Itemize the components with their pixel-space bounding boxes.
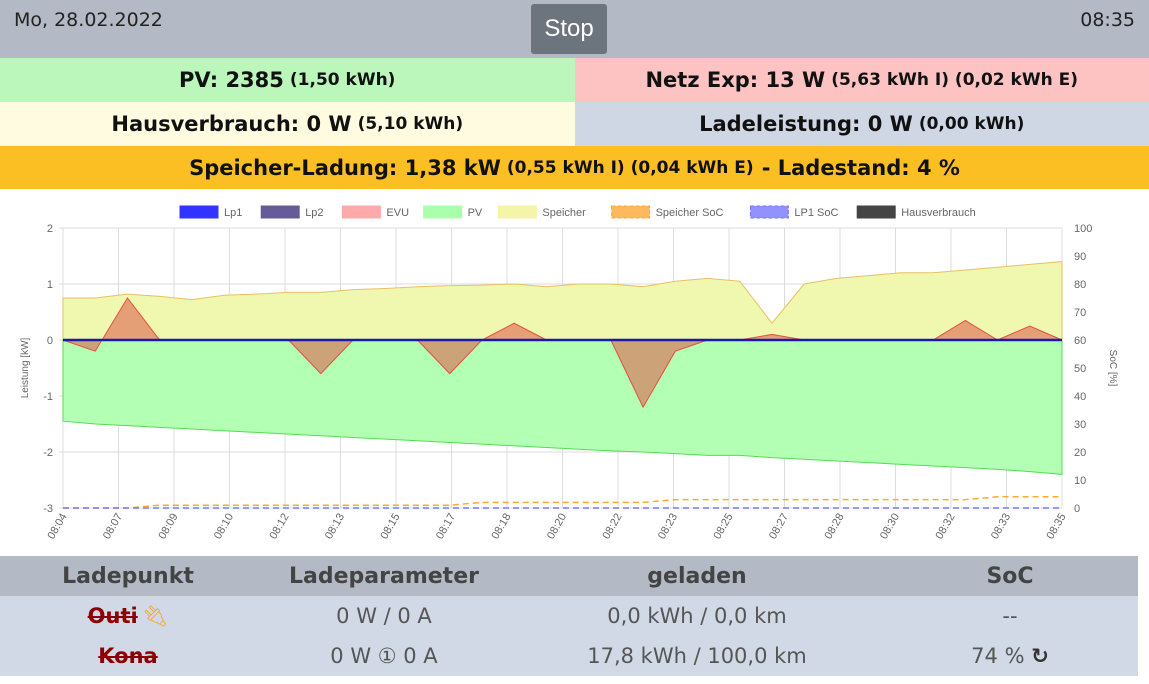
y2-tick-label: 0 <box>1074 503 1080 515</box>
y-tick-label: -2 <box>43 447 53 459</box>
soc-value: -- <box>1002 604 1018 628</box>
stop-button[interactable]: Stop <box>531 4 607 54</box>
power-chart: Lp1 Lp2 EVU PV Speicher Speicher SoC LP1 SoC Ha… <box>20 205 1118 542</box>
y2-tick-label: 80 <box>1074 279 1086 291</box>
y2-tick-label: 30 <box>1074 419 1086 431</box>
y2-tick-label: 40 <box>1074 391 1086 403</box>
charge-params[interactable]: 0 W ① 0 A <box>330 644 438 668</box>
y2-tick-label: 10 <box>1074 475 1086 487</box>
table-row: Outi 🔌︎ 0 W / 0 A 0,0 kWh / 0,0 km -- <box>0 596 1138 636</box>
header-bar: Mo, 28.02.2022 Stop 08:35 <box>0 0 1149 58</box>
netz-energy: (5,63 kWh I) (0,02 kWh E) <box>831 70 1079 90</box>
table-row: Kona 0 W ① 0 A 17,8 kWh / 100,0 km 74 % … <box>0 636 1138 676</box>
legend-swatch-lp1 <box>179 205 219 219</box>
haus-energy: (5,10 kWh) <box>357 114 464 134</box>
legend-swatch-lp1-soc <box>749 205 789 219</box>
legend-swatch-lp2 <box>260 205 300 219</box>
refresh-icon[interactable]: ↻ <box>1031 644 1049 668</box>
x-tick-label: 08:33 <box>989 512 1013 542</box>
y-axis-label: Leistung [kW] <box>20 337 31 398</box>
legend-label: PV <box>468 207 483 219</box>
soc-value: 74 % <box>971 644 1025 668</box>
y2-tick-label: 60 <box>1074 335 1086 347</box>
y2-tick-label: 90 <box>1074 251 1086 263</box>
x-tick-label: 08:12 <box>267 512 291 542</box>
charged-energy: 17,8 kWh / 100,0 km <box>587 644 807 668</box>
legend-swatch-pv <box>423 205 463 219</box>
lade-value: Ladeleistung: 0 W <box>699 112 913 136</box>
y2-tick-label: 70 <box>1074 307 1086 319</box>
legend-label: Hausverbrauch <box>901 207 976 219</box>
x-tick-label: 08:13 <box>323 512 347 542</box>
x-tick-label: 08:27 <box>767 512 791 542</box>
header-soc: SoC <box>986 563 1034 589</box>
legend-label: Speicher SoC <box>656 207 724 219</box>
plug-icon: 🔌︎ <box>141 603 169 628</box>
y-tick-label: -3 <box>43 503 53 515</box>
header-ladeparameter: Ladeparameter <box>289 563 479 589</box>
speicher-soc: - Ladestand: 4 % <box>761 155 960 180</box>
x-tick-label: 08:25 <box>711 512 735 542</box>
lade-energy: (0,00 kWh) <box>918 114 1025 134</box>
x-tick-label: 08:22 <box>600 512 624 542</box>
legend-label: EVU <box>386 207 409 219</box>
x-tick-label: 08:09 <box>156 512 180 542</box>
x-tick-label: 08:32 <box>933 512 957 542</box>
netz-status: Netz Exp: 13 W (5,63 kWh I) (0,02 kWh E) <box>574 58 1149 102</box>
y-tick-label: 2 <box>47 223 53 235</box>
speicher-value: Speicher-Ladung: 1,38 kW <box>189 155 501 180</box>
legend-label: LP1 SoC <box>794 207 838 219</box>
x-tick-label: 08:20 <box>545 512 569 542</box>
lade-status: Ladeleistung: 0 W (0,00 kWh) <box>574 102 1149 146</box>
chargepoint-table: Ladepunkt Ladeparameter geladen SoC Outi… <box>0 556 1138 676</box>
time: 08:35 <box>1080 9 1135 31</box>
netz-value: Netz Exp: 13 W <box>645 68 826 92</box>
haus-status: Hausverbrauch: 0 W (5,10 kWh) <box>0 102 575 146</box>
y2-tick-label: 100 <box>1074 223 1092 235</box>
x-tick-label: 08:28 <box>822 512 846 542</box>
speicher-energy: (0,55 kWh I) (0,04 kWh E) <box>506 157 754 178</box>
legend-label: Lp2 <box>305 207 323 219</box>
x-tick-label: 08:18 <box>489 512 513 542</box>
chargepoint-name[interactable]: Outi <box>87 603 138 628</box>
y-tick-label: 0 <box>47 335 53 347</box>
legend-swatch-speicher <box>497 205 537 219</box>
series-speicher-soc-line <box>63 496 1062 509</box>
x-tick-label: 08:17 <box>434 512 458 542</box>
legend-swatch-speicher-soc <box>611 205 651 219</box>
speicher-status: Speicher-Ladung: 1,38 kW (0,55 kWh I) (0,… <box>0 146 1149 189</box>
y2-tick-label: 50 <box>1074 363 1086 375</box>
legend-label: Speicher <box>542 207 586 219</box>
pv-value: PV: 2385 <box>179 68 284 92</box>
y2-axis-label: SoC [%] <box>1107 350 1118 387</box>
chargepoint-name[interactable]: Kona <box>98 644 158 668</box>
x-tick-label: 08:30 <box>878 512 902 542</box>
x-tick-label: 08:15 <box>378 512 402 542</box>
y-tick-label: -1 <box>43 391 53 403</box>
y2-tick-label: 20 <box>1074 447 1086 459</box>
pv-status: PV: 2385 (1,50 kWh) <box>0 58 575 102</box>
header-geladen: geladen <box>647 563 747 589</box>
legend-label: Lp1 <box>224 207 242 219</box>
charge-params[interactable]: 0 W / 0 A <box>336 604 432 628</box>
date: Mo, 28.02.2022 <box>14 9 163 31</box>
x-tick-label: 08:10 <box>212 512 236 542</box>
header-ladepunkt: Ladepunkt <box>62 563 194 589</box>
pv-energy: (1,50 kWh) <box>289 70 396 90</box>
y-tick-label: 1 <box>47 279 53 291</box>
legend-swatch-evu <box>341 205 381 219</box>
x-tick-label: 08:04 <box>45 512 69 542</box>
haus-value: Hausverbrauch: 0 W <box>111 112 352 136</box>
x-tick-label: 08:07 <box>101 512 125 542</box>
series-speicher-area <box>62 261 1063 341</box>
series-pv-area <box>62 339 1063 475</box>
legend-swatch-hausverbrauch <box>856 205 896 219</box>
charged-energy: 0,0 kWh / 0,0 km <box>607 604 787 628</box>
x-tick-label: 08:23 <box>656 512 680 542</box>
x-tick-label: 08:35 <box>1044 512 1068 542</box>
